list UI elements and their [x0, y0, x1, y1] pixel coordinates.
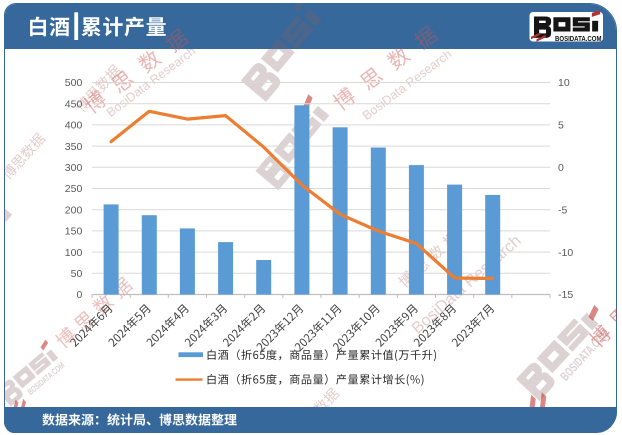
svg-text:350: 350	[65, 141, 83, 153]
svg-text:100: 100	[65, 247, 83, 259]
svg-text:-10: -10	[558, 247, 573, 259]
svg-text:0: 0	[76, 289, 82, 301]
svg-text:450: 450	[65, 98, 83, 110]
svg-text:300: 300	[65, 162, 83, 174]
svg-text:-15: -15	[558, 289, 573, 301]
svg-text:0: 0	[558, 162, 564, 174]
svg-text:BOSIDATA.COM: BOSIDATA.COM	[555, 34, 602, 43]
svg-text:250: 250	[65, 183, 83, 195]
svg-text:400: 400	[65, 120, 83, 132]
svg-text:5: 5	[558, 120, 564, 132]
svg-text:10: 10	[558, 77, 570, 89]
svg-text:150: 150	[65, 226, 83, 238]
svg-text:500: 500	[65, 77, 83, 89]
svg-text:200: 200	[65, 204, 83, 216]
svg-text:50: 50	[71, 268, 83, 280]
svg-text:-5: -5	[558, 204, 567, 216]
